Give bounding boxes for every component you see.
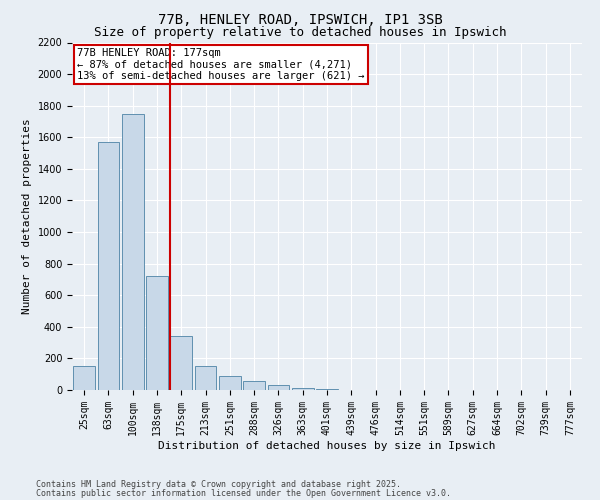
Text: Contains public sector information licensed under the Open Government Licence v3: Contains public sector information licen…	[36, 488, 451, 498]
Y-axis label: Number of detached properties: Number of detached properties	[22, 118, 32, 314]
Bar	[268, 386, 289, 390]
Bar	[73, 366, 95, 390]
Bar	[122, 114, 143, 390]
Text: Size of property relative to detached houses in Ipswich: Size of property relative to detached ho…	[94, 26, 506, 39]
Text: Contains HM Land Registry data © Crown copyright and database right 2025.: Contains HM Land Registry data © Crown c…	[36, 480, 401, 489]
Bar	[194, 366, 217, 390]
Bar	[219, 376, 241, 390]
Bar	[97, 142, 119, 390]
Bar	[316, 389, 338, 390]
Text: 77B, HENLEY ROAD, IPSWICH, IP1 3SB: 77B, HENLEY ROAD, IPSWICH, IP1 3SB	[158, 12, 442, 26]
Text: 77B HENLEY ROAD: 177sqm
← 87% of detached houses are smaller (4,271)
13% of semi: 77B HENLEY ROAD: 177sqm ← 87% of detache…	[77, 48, 365, 81]
X-axis label: Distribution of detached houses by size in Ipswich: Distribution of detached houses by size …	[158, 440, 496, 450]
Bar	[170, 336, 192, 390]
Bar	[292, 388, 314, 390]
Bar	[146, 276, 168, 390]
Bar	[243, 380, 265, 390]
